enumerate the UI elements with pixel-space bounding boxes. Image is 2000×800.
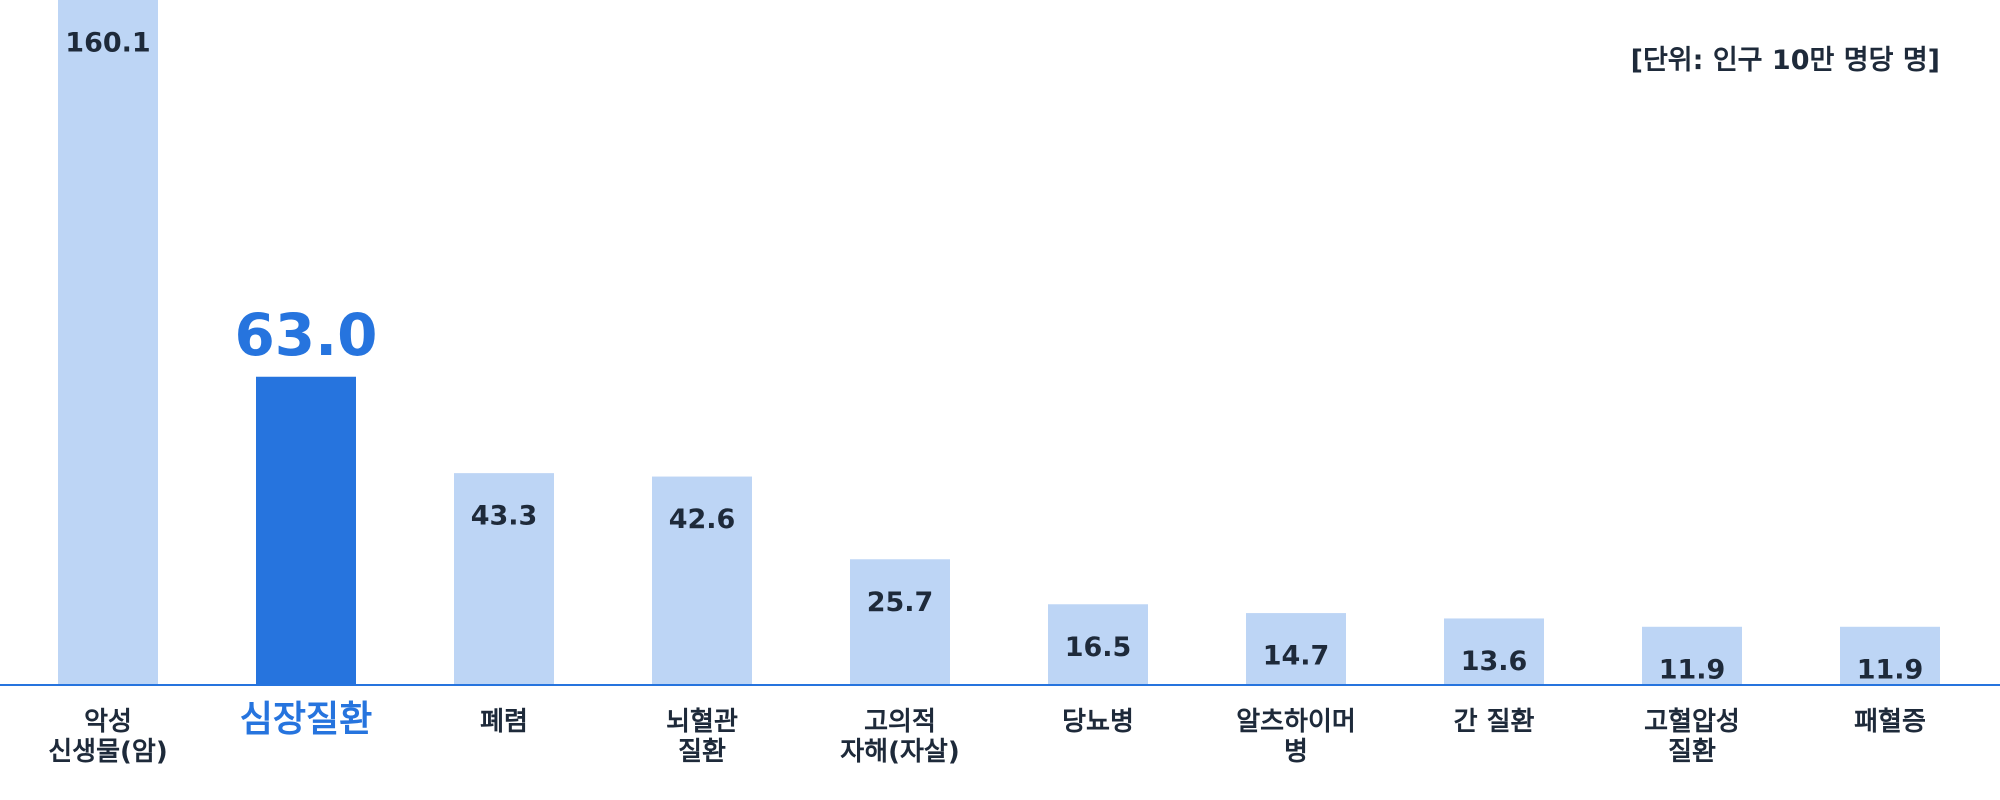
value-label: 11.9 (1659, 654, 1726, 685)
bar (1444, 618, 1544, 685)
value-label: 43.3 (471, 501, 538, 532)
value-label: 25.7 (867, 587, 934, 618)
x-tick-label: 알츠하이머 병 (1236, 707, 1356, 767)
value-label: 13.6 (1461, 646, 1528, 677)
bar (58, 0, 158, 686)
bar (850, 559, 950, 685)
bar (1048, 604, 1148, 685)
x-tick-label: 고혈압성 질환 (1644, 707, 1740, 767)
unit-note: [단위: 인구 10만 명당 명] (1630, 45, 1940, 76)
value-label: 42.6 (669, 504, 736, 535)
x-tick-label: 심장질환 (239, 699, 373, 740)
bar (1246, 613, 1346, 685)
x-tick-label: 폐렴 (480, 707, 528, 737)
value-label: 16.5 (1065, 632, 1132, 663)
x-tick-label: 패혈증 (1854, 707, 1926, 737)
value-label: 11.9 (1857, 654, 1924, 685)
bar (652, 476, 752, 685)
value-label: 63.0 (234, 301, 377, 369)
x-tick-label: 악성 신생물(암) (48, 707, 168, 767)
x-tick-label: 고의적 자해(자살) (840, 707, 960, 767)
x-tick-label: 간 질환 (1453, 707, 1535, 737)
bar (1840, 626, 1940, 685)
value-label: 160.1 (65, 28, 150, 59)
bar (1642, 626, 1742, 685)
value-label: 14.7 (1263, 641, 1330, 672)
bar (454, 473, 554, 685)
x-tick-label: 뇌혈관 질환 (666, 707, 738, 767)
x-tick-label: 당뇨병 (1062, 707, 1134, 737)
bar (256, 376, 356, 685)
